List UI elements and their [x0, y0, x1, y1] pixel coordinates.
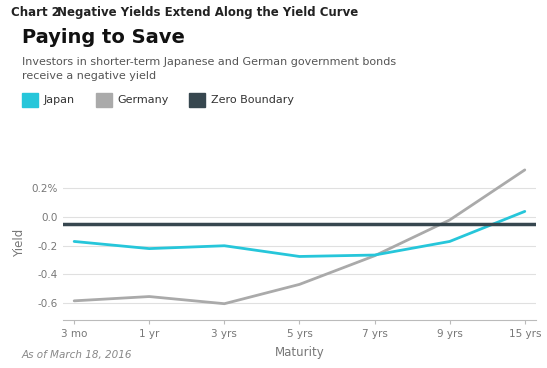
X-axis label: Maturity: Maturity — [275, 346, 324, 359]
Text: Negative Yields Extend Along the Yield Curve: Negative Yields Extend Along the Yield C… — [57, 6, 359, 18]
Text: Zero Boundary: Zero Boundary — [211, 95, 294, 105]
Text: Germany: Germany — [118, 95, 169, 105]
Text: Paying to Save: Paying to Save — [22, 28, 185, 47]
Text: As of March 18, 2016: As of March 18, 2016 — [22, 350, 132, 360]
Text: Japan: Japan — [44, 95, 75, 105]
Text: Investors in shorter-term Japanese and German government bonds
receive a negativ: Investors in shorter-term Japanese and G… — [22, 57, 396, 81]
Y-axis label: Yield: Yield — [13, 229, 26, 257]
Text: Chart 2: Chart 2 — [11, 6, 60, 18]
